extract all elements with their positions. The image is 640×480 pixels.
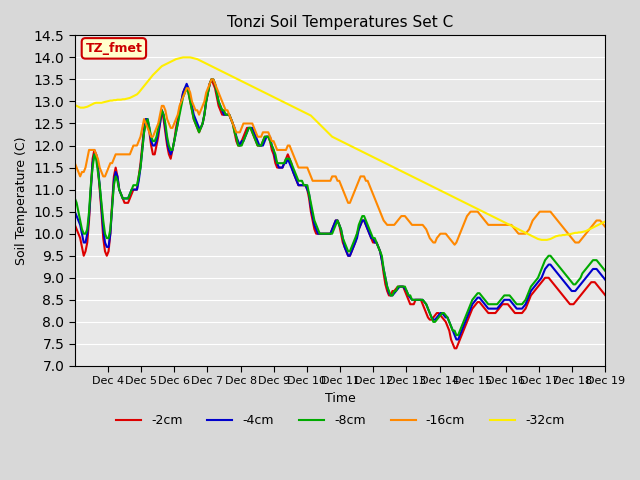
-4cm	[387, 292, 394, 298]
-32cm	[397, 168, 405, 174]
-4cm	[397, 284, 405, 289]
Line: -32cm: -32cm	[75, 58, 605, 240]
-32cm	[556, 233, 563, 239]
-8cm	[207, 76, 215, 82]
-2cm	[71, 222, 79, 228]
Line: -8cm: -8cm	[75, 79, 605, 335]
-8cm	[397, 284, 405, 289]
-8cm	[388, 292, 396, 298]
-4cm	[602, 277, 609, 283]
Line: -16cm: -16cm	[75, 79, 605, 245]
-16cm	[397, 213, 405, 219]
-4cm	[73, 213, 81, 219]
-4cm	[522, 301, 529, 307]
-16cm	[73, 165, 81, 170]
-8cm	[73, 200, 81, 206]
Title: Tonzi Soil Temperatures Set C: Tonzi Soil Temperatures Set C	[227, 15, 453, 30]
Line: -4cm: -4cm	[75, 79, 605, 339]
-32cm	[71, 102, 79, 108]
Text: TZ_fmet: TZ_fmet	[86, 42, 142, 55]
-8cm	[452, 332, 460, 338]
-4cm	[71, 209, 79, 215]
-2cm	[397, 284, 405, 289]
-32cm	[538, 237, 545, 243]
-32cm	[387, 163, 394, 168]
-4cm	[452, 336, 460, 342]
Line: -2cm: -2cm	[75, 79, 605, 348]
-2cm	[602, 292, 609, 298]
-2cm	[388, 288, 396, 294]
-32cm	[520, 229, 527, 235]
-2cm	[556, 288, 563, 294]
-4cm	[388, 292, 396, 298]
-8cm	[522, 297, 529, 303]
-2cm	[451, 346, 458, 351]
-4cm	[556, 273, 563, 278]
-4cm	[207, 76, 215, 82]
-32cm	[179, 55, 187, 60]
X-axis label: Time: Time	[324, 392, 355, 405]
-2cm	[207, 76, 215, 82]
-16cm	[387, 222, 394, 228]
-16cm	[556, 220, 563, 226]
-16cm	[522, 231, 529, 237]
-32cm	[388, 164, 396, 169]
Legend: -2cm, -4cm, -8cm, -16cm, -32cm: -2cm, -4cm, -8cm, -16cm, -32cm	[111, 409, 570, 432]
-16cm	[388, 222, 396, 228]
-16cm	[451, 242, 458, 248]
-32cm	[73, 103, 81, 109]
Y-axis label: Soil Temperature (C): Soil Temperature (C)	[15, 136, 28, 265]
-16cm	[71, 160, 79, 166]
-8cm	[71, 195, 79, 201]
-8cm	[387, 292, 394, 298]
-16cm	[207, 76, 215, 82]
-2cm	[387, 292, 394, 298]
-8cm	[556, 264, 563, 270]
-8cm	[602, 268, 609, 274]
-16cm	[602, 224, 609, 230]
-2cm	[73, 227, 81, 232]
-32cm	[602, 218, 609, 224]
-2cm	[522, 306, 529, 312]
